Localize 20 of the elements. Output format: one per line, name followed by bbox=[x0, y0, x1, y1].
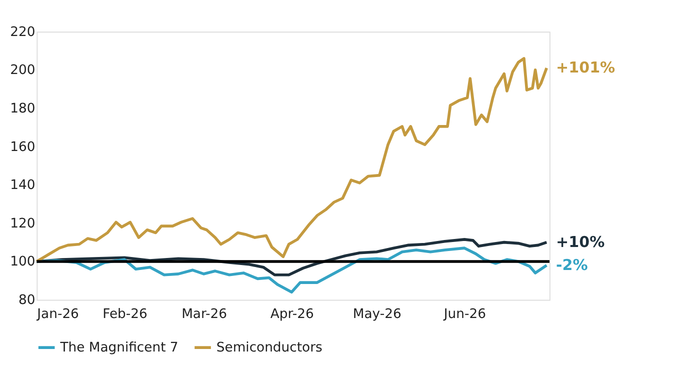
y-tick-label: 180 bbox=[10, 101, 36, 116]
x-tick-label: May-26 bbox=[352, 307, 402, 322]
y-tick-label: 120 bbox=[10, 216, 36, 232]
annotation: +10% bbox=[556, 233, 605, 252]
y-tick-label: 140 bbox=[10, 178, 36, 194]
x-tick-label: Jun-26 bbox=[442, 307, 486, 322]
x-tick-label: Feb-26 bbox=[102, 307, 148, 322]
legend-label: Semiconductors bbox=[216, 340, 322, 356]
annotation: -2% bbox=[556, 256, 588, 274]
y-tick-label: 160 bbox=[10, 140, 36, 155]
line-series bbox=[35, 57, 548, 263]
x-tick-label: Jan-26 bbox=[36, 307, 79, 322]
y-tick-label: 200 bbox=[10, 63, 36, 78]
y-tick-label: 220 bbox=[10, 24, 36, 40]
x-tick-label: Apr-26 bbox=[270, 307, 314, 322]
legend-label: The Magnificent 7 bbox=[59, 340, 178, 356]
y-tick-label: 100 bbox=[10, 254, 36, 270]
x-tick-label: Mar-26 bbox=[182, 307, 228, 322]
y-tick-label: 80 bbox=[18, 293, 36, 308]
annotation: +101% bbox=[556, 58, 616, 77]
